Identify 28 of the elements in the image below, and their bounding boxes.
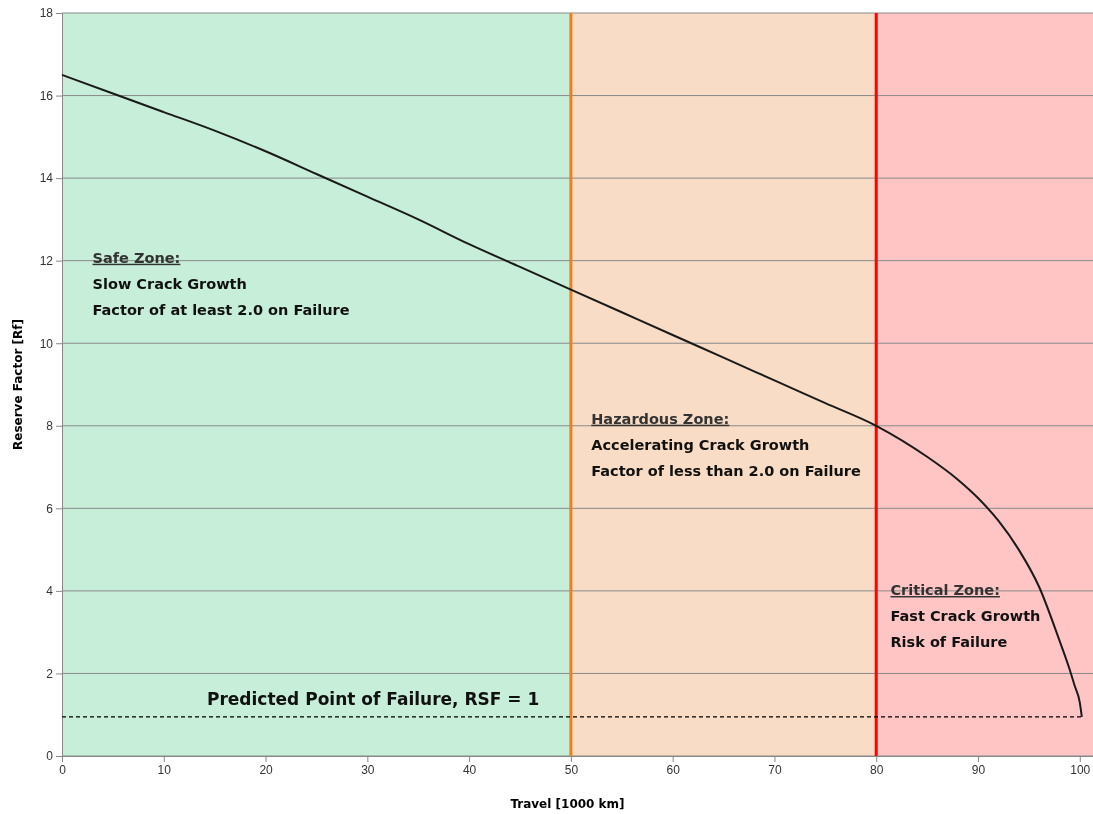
x-tick-label: 30	[361, 762, 375, 777]
y-tick-label: 14	[39, 171, 54, 186]
y-tick-label: 0	[46, 749, 54, 764]
line-series	[61, 73, 1083, 718]
y-tick-label: 2	[46, 666, 54, 681]
ref-line-label: Predicted Point of Failure, RSF = 1	[207, 688, 540, 709]
x-tick-label: 80	[870, 762, 884, 777]
band-label: Hazardous Zone: Accelerating Crack Growth Factor of less than 2.0 on Failure	[591, 410, 861, 479]
y-tick-label: 8	[46, 419, 54, 434]
x-tick-label: 100	[1070, 762, 1091, 777]
x-tick-label: 50	[564, 762, 579, 777]
y-tick-label: 18	[39, 6, 54, 21]
x-tick-label: 10	[157, 762, 172, 777]
y-tick-label: 12	[39, 254, 54, 269]
band-label: Safe Zone: Slow Crack Growth Factor of at least 2.0 on Failure	[92, 249, 350, 318]
x-tick-label: 70	[768, 762, 782, 777]
band-label: Critical Zone: Fast Crack Growth Risk of Failure	[890, 582, 1041, 651]
x-tick-label: 0	[59, 762, 67, 777]
x-tick-label: 60	[666, 762, 681, 777]
y-tick-label: 6	[46, 501, 54, 516]
y-axis-title: Reserve Factor [Rf]	[11, 319, 25, 450]
x-axis-title: Travel [1000 km]	[510, 797, 625, 811]
x-tick-label: 20	[259, 762, 274, 777]
y-tick-label: 4	[46, 584, 54, 599]
y-tick-label: 16	[39, 88, 54, 103]
x-tick-label: 90	[971, 762, 986, 777]
y-tick-label: 10	[39, 336, 54, 351]
x-tick-label: 40	[462, 762, 477, 777]
